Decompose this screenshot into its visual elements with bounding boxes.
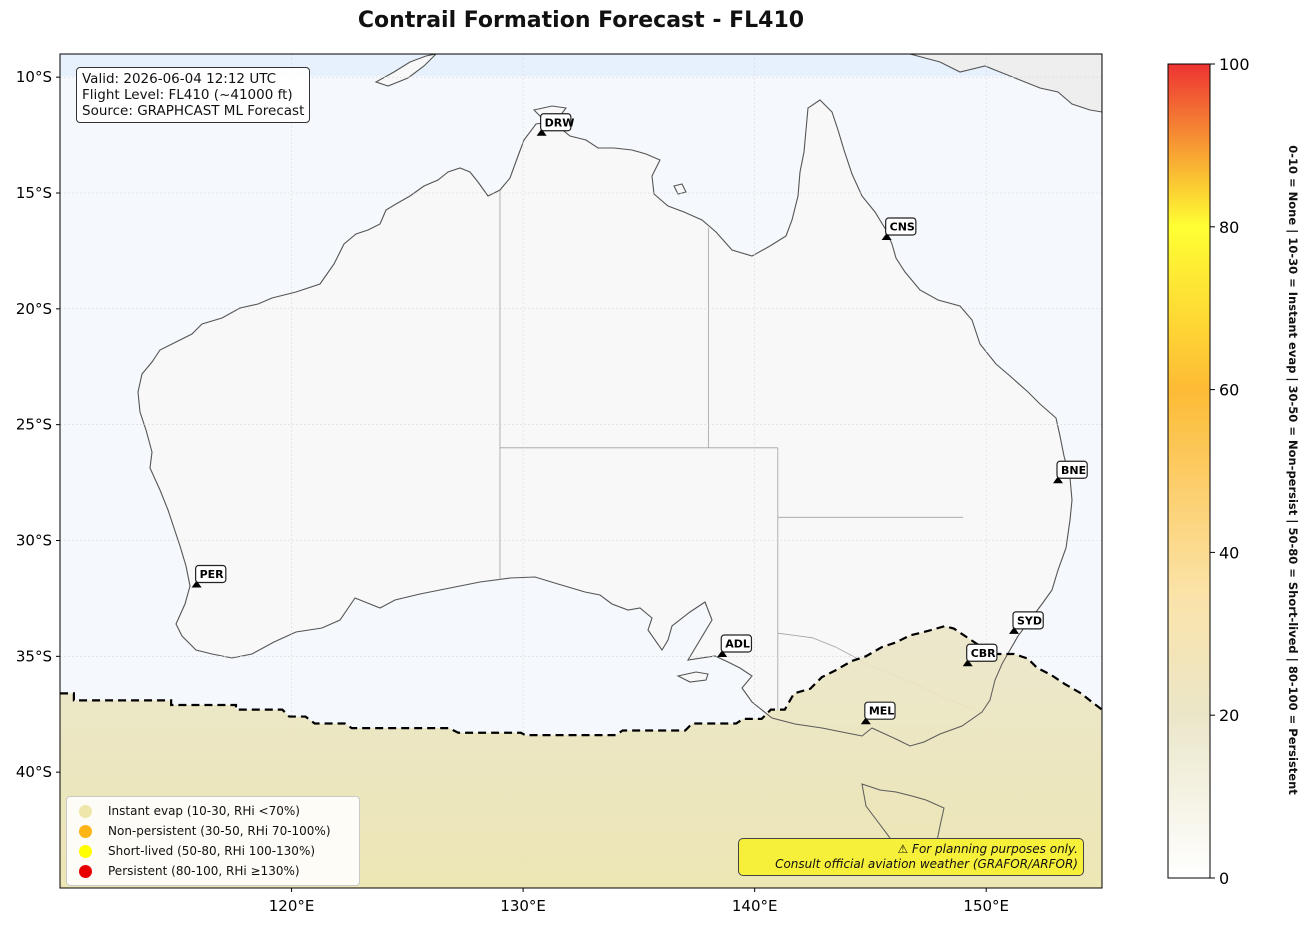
airport-marker-icon	[191, 580, 202, 588]
kangaroo-island	[676, 671, 709, 683]
colorbar-category-label: 0-10 = None | 10-30 = Instant evap | 30-…	[1286, 145, 1300, 795]
airport-mel: MEL	[860, 701, 896, 725]
airport-label: CNS	[890, 221, 915, 234]
airport-cns: CNS	[881, 217, 917, 241]
lat-tick-label: 20°S	[16, 300, 52, 318]
airport-label-box	[720, 634, 753, 653]
airport-adl: ADL	[717, 634, 753, 658]
mainland-australia	[137, 99, 1073, 747]
legend-swatch	[79, 804, 92, 818]
timor-coast	[374, 54, 437, 87]
lat-tick-label: 35°S	[16, 647, 52, 665]
map-north-strip	[60, 54, 1102, 76]
airport-label-box	[1012, 611, 1044, 630]
lon-tick-label: 120°E	[269, 897, 315, 915]
lat-tick-label: 30°S	[16, 532, 52, 550]
airport-label: CBR	[971, 647, 996, 660]
airport-label-box	[195, 564, 227, 584]
flight-level: Flight Level: FL410 (~41000 ft)	[82, 87, 293, 103]
airport-cbr: CBR	[962, 643, 998, 667]
legend-item: Short-lived (50-80, RHi 100-130%)	[79, 841, 359, 861]
lat-tick-label: 10°S	[16, 68, 52, 86]
airport-marker-icon	[962, 659, 973, 667]
papua-new-guinea-coast	[909, 54, 1102, 113]
chart-title: Contrail Formation Forecast - FL410	[357, 8, 805, 33]
valid-time: Valid: 2026-06-04 12:12 UTC	[82, 71, 277, 87]
airport-label-box	[864, 701, 896, 720]
planning-disclaimer: ⚠ For planning purposes only. Consult of…	[738, 838, 1084, 876]
airport-label: PER	[200, 568, 225, 581]
airport-marker-icon	[860, 717, 871, 725]
latitude-ticks: 10°S 15°S 20°S 25°S 30°S 35°S 40°S	[16, 68, 60, 781]
legend-item: Non-persistent (30-50, RHi 70-100%)	[79, 821, 359, 841]
airport-label-box	[1056, 460, 1088, 479]
forecast-info-box: Valid: 2026-06-04 12:12 UTC Flight Level…	[76, 67, 311, 123]
airport-label: DRW	[545, 116, 575, 129]
forecast-source: Source: GRAPHCAST ML Forecast	[82, 103, 305, 119]
legend-swatch	[79, 824, 92, 838]
lat-tick-label: 15°S	[16, 184, 52, 202]
legend-swatch	[79, 844, 92, 858]
airport-bne: BNE	[1053, 460, 1088, 484]
lat-tick-label: 25°S	[16, 416, 52, 434]
airport-marker-icon	[536, 128, 547, 136]
legend-swatch	[79, 864, 92, 878]
airport-label: ADL	[725, 638, 750, 651]
airport-label: MEL	[869, 705, 894, 718]
contrail-zone-boundary	[60, 625, 1102, 737]
airport-marker-icon	[1053, 476, 1064, 484]
groote-eylandt	[673, 183, 687, 195]
airport-per: PER	[191, 564, 227, 588]
airport-drw: DRW	[536, 113, 575, 136]
airport-label: BNE	[1061, 464, 1086, 477]
airport-marker-icon	[1009, 626, 1020, 634]
longitude-ticks: 120°E 130°E 140°E 150°E	[269, 888, 1009, 915]
legend-item: Instant evap (10-30, RHi <70%)	[79, 801, 359, 821]
lon-tick-label: 150°E	[963, 897, 1009, 915]
legend-item: Persistent (80-100, RHi ≥130%)	[79, 861, 359, 881]
airport-label-box	[885, 217, 917, 236]
airport-syd: SYD	[1009, 611, 1044, 634]
airport-marker-icon	[717, 650, 728, 658]
airport-markers: DRW CNS BNE PER SYD ADL CBR MEL	[191, 113, 1088, 725]
lat-tick-label: 40°S	[16, 763, 52, 781]
airport-label-box	[966, 643, 998, 662]
airport-label-box	[540, 113, 572, 132]
airport-label: SYD	[1017, 614, 1042, 627]
map-frame	[59, 53, 1103, 889]
legend: Instant evap (10-30, RHi <70%) Non-persi…	[66, 796, 360, 886]
airport-marker-icon	[881, 233, 892, 241]
lon-tick-label: 140°E	[732, 897, 778, 915]
lon-tick-label: 130°E	[500, 897, 546, 915]
